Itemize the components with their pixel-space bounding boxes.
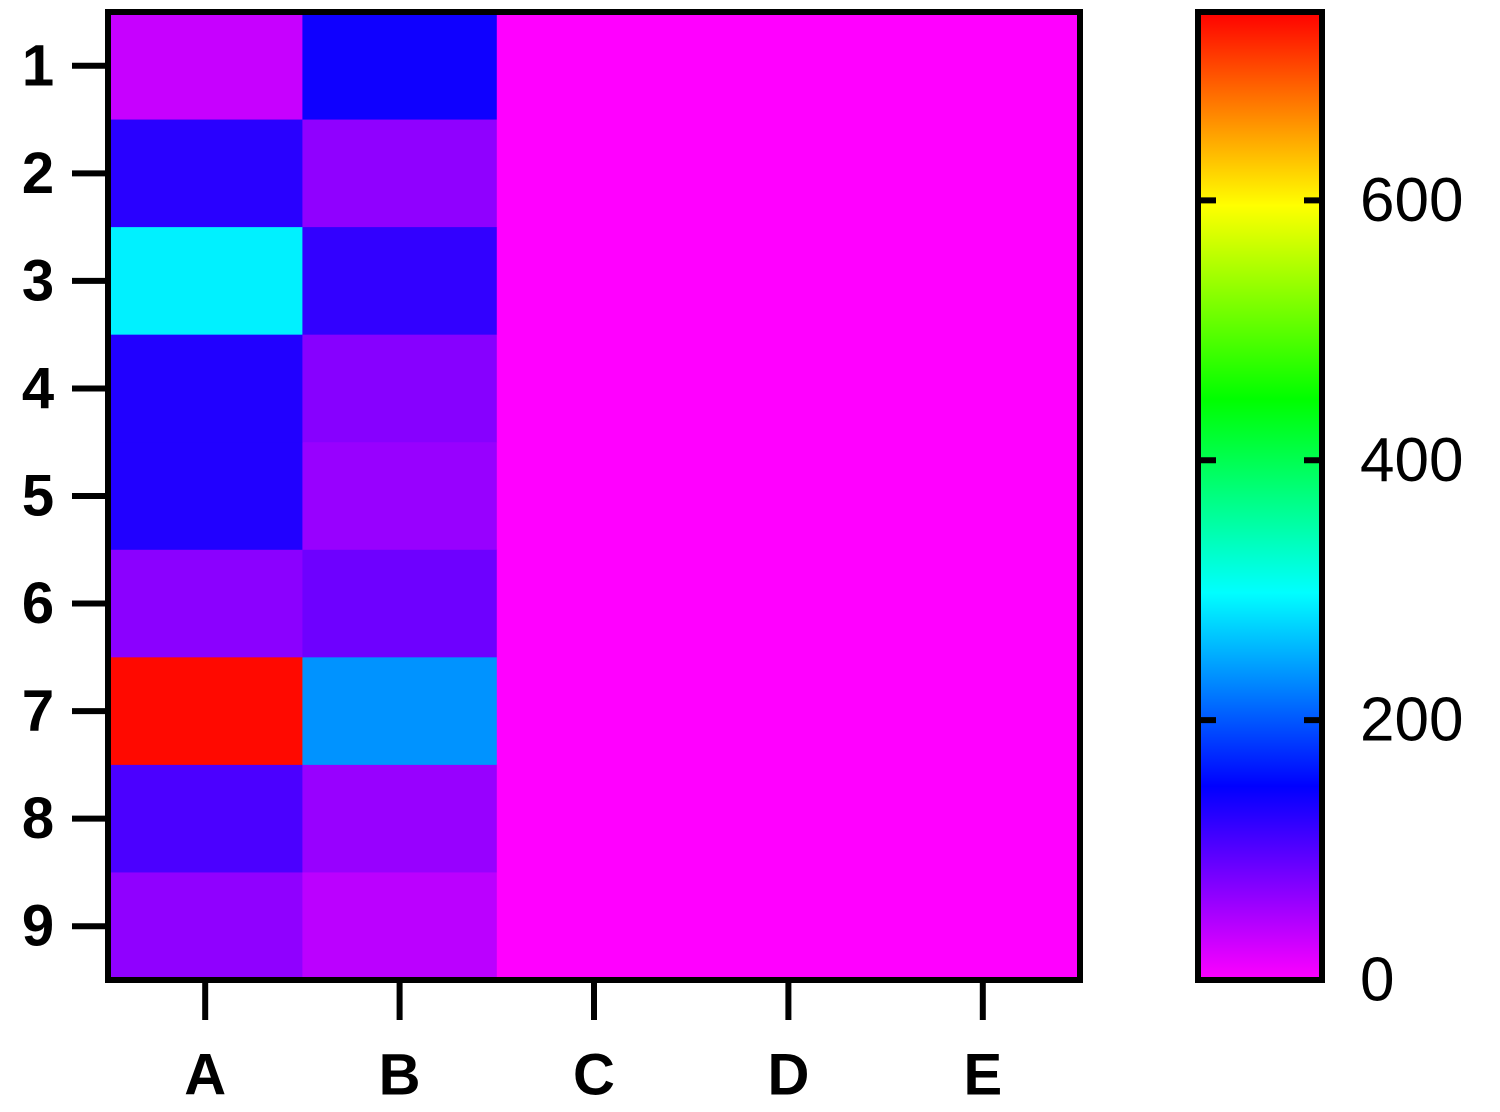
heatmap-cell — [302, 227, 498, 336]
y-tick-label: 9 — [22, 894, 54, 959]
heatmap-cell — [108, 764, 303, 873]
heatmap-cell — [302, 119, 498, 228]
heatmap-cell — [691, 549, 887, 658]
heatmap-cell — [302, 12, 498, 121]
heatmap-cell — [302, 334, 498, 443]
heatmap-cell — [108, 119, 303, 228]
heatmap-cell — [108, 872, 303, 981]
colorbar-tick-label: 400 — [1360, 426, 1463, 495]
heatmap-cell — [885, 872, 1081, 981]
y-tick-label: 3 — [22, 248, 54, 313]
heatmap-cell — [108, 12, 303, 121]
y-tick-label: 6 — [22, 571, 54, 636]
x-tick-label: A — [184, 1043, 226, 1108]
heatmap-cell — [885, 442, 1081, 551]
colorbar-tick-label: 200 — [1360, 686, 1463, 755]
heatmap-cell — [496, 12, 692, 121]
heatmap-cell — [108, 442, 303, 551]
y-tick-label: 8 — [22, 786, 54, 851]
heatmap-cell — [108, 334, 303, 443]
x-tick-label: E — [963, 1043, 1002, 1108]
heatmap-cell — [885, 764, 1081, 873]
y-tick-label: 2 — [22, 141, 54, 206]
heatmap-cell — [691, 657, 887, 766]
x-tick-label: C — [573, 1043, 615, 1108]
heatmap-cell — [108, 549, 303, 658]
x-tick-label: B — [379, 1043, 421, 1108]
heatmap-cell — [496, 549, 692, 658]
heatmap-cell — [108, 227, 303, 336]
colorbar-tick-label: 600 — [1360, 166, 1463, 235]
heatmap-cell — [885, 549, 1081, 658]
heatmap-cell — [496, 442, 692, 551]
y-tick-label: 7 — [22, 679, 54, 744]
heatmap-cell — [691, 442, 887, 551]
x-tick-label: D — [767, 1043, 809, 1108]
heatmap-cell — [302, 657, 498, 766]
heatmap-cell — [691, 334, 887, 443]
heatmap-cell — [691, 872, 887, 981]
heatmap-cell — [302, 872, 498, 981]
heatmap-cell — [302, 764, 498, 873]
heatmap-cell — [885, 12, 1081, 121]
plot-frame — [105, 9, 1083, 983]
heatmap-cell — [496, 334, 692, 443]
heatmap-cell — [885, 227, 1081, 336]
heatmap-cell — [885, 657, 1081, 766]
heatmap-cell — [691, 12, 887, 121]
heatmap-cell — [885, 119, 1081, 228]
heatmap-cell — [108, 657, 303, 766]
heatmap-cell — [496, 227, 692, 336]
y-tick-label: 5 — [22, 464, 54, 529]
heatmap-cell — [496, 119, 692, 228]
heatmap-cell — [691, 227, 887, 336]
heatmap-cell — [691, 764, 887, 873]
heatmap-cell — [496, 872, 692, 981]
heatmap-cell — [885, 334, 1081, 443]
heatmap-cell — [691, 119, 887, 228]
colorbar-tick-label: 0 — [1360, 946, 1394, 1015]
colorbar — [1195, 9, 1325, 983]
heatmap-cell — [302, 442, 498, 551]
heatmap-cell — [302, 549, 498, 658]
heatmap-cell — [496, 764, 692, 873]
y-tick-label: 1 — [22, 33, 54, 98]
y-tick-label: 4 — [22, 356, 54, 421]
heatmap-cell — [496, 657, 692, 766]
